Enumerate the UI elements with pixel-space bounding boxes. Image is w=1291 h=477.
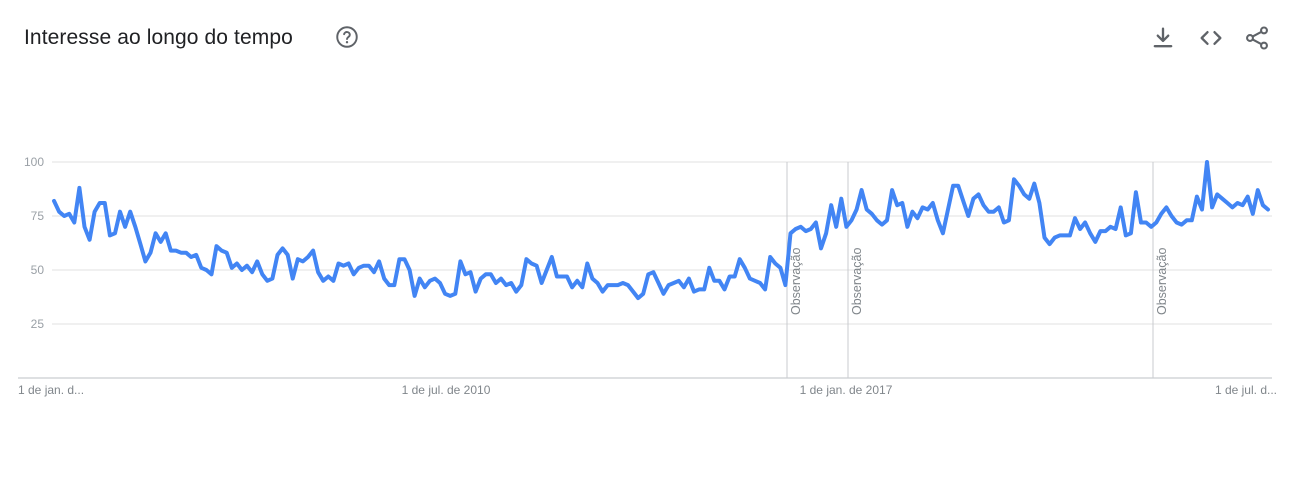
download-icon[interactable] xyxy=(1149,24,1177,52)
x-axis-ticks: 1 de jan. d... 1 de jul. de 2010 1 de jan.… xyxy=(18,383,1277,397)
y-tick-label: 100 xyxy=(24,155,44,169)
chart-title: Interesse ao longo do tempo xyxy=(24,26,293,49)
y-tick-label: 50 xyxy=(31,263,45,277)
series-line[interactable] xyxy=(52,160,1270,301)
share-icon[interactable] xyxy=(1243,24,1271,52)
x-tick-label: 1 de jul. de 2010 xyxy=(402,383,491,397)
y-tick-label: 75 xyxy=(31,209,45,223)
chart-header: Interesse ao longo do tempo xyxy=(0,0,1291,80)
annotation-lines: Observação Observação Observação xyxy=(786,162,1169,378)
x-tick-label: 1 de jan. d... xyxy=(18,383,84,397)
embed-code-icon[interactable] xyxy=(1197,24,1225,52)
annotation-label: Observação xyxy=(1155,248,1169,315)
help-circle-icon[interactable] xyxy=(334,24,360,50)
grid-lines xyxy=(18,161,1272,379)
x-tick-label: 1 de jan. de 2017 xyxy=(800,383,893,397)
y-tick-label: 25 xyxy=(31,317,45,331)
x-tick-label: 1 de jul. d... xyxy=(1215,383,1277,397)
series-line-layer[interactable] xyxy=(52,160,1270,301)
annotation-label: Observação xyxy=(850,248,864,315)
annotation-label: Observação xyxy=(789,248,803,315)
y-axis-ticks: 25 50 75 100 xyxy=(24,155,44,331)
